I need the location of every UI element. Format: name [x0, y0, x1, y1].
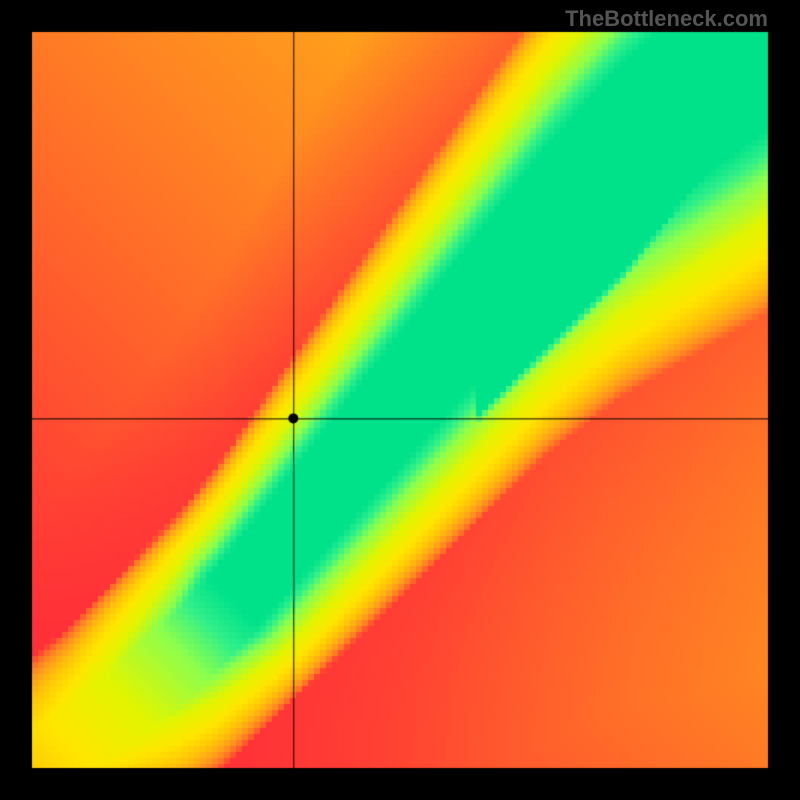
bottleneck-heatmap: [0, 0, 800, 800]
watermark-text: TheBottleneck.com: [565, 6, 768, 32]
chart-container: TheBottleneck.com: [0, 0, 800, 800]
